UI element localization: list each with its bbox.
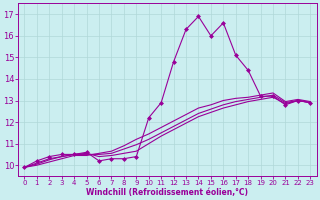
- X-axis label: Windchill (Refroidissement éolien,°C): Windchill (Refroidissement éolien,°C): [86, 188, 248, 197]
